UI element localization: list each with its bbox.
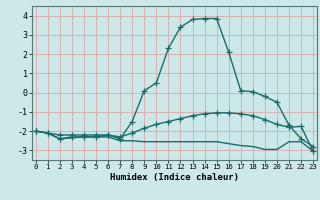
- X-axis label: Humidex (Indice chaleur): Humidex (Indice chaleur): [110, 173, 239, 182]
